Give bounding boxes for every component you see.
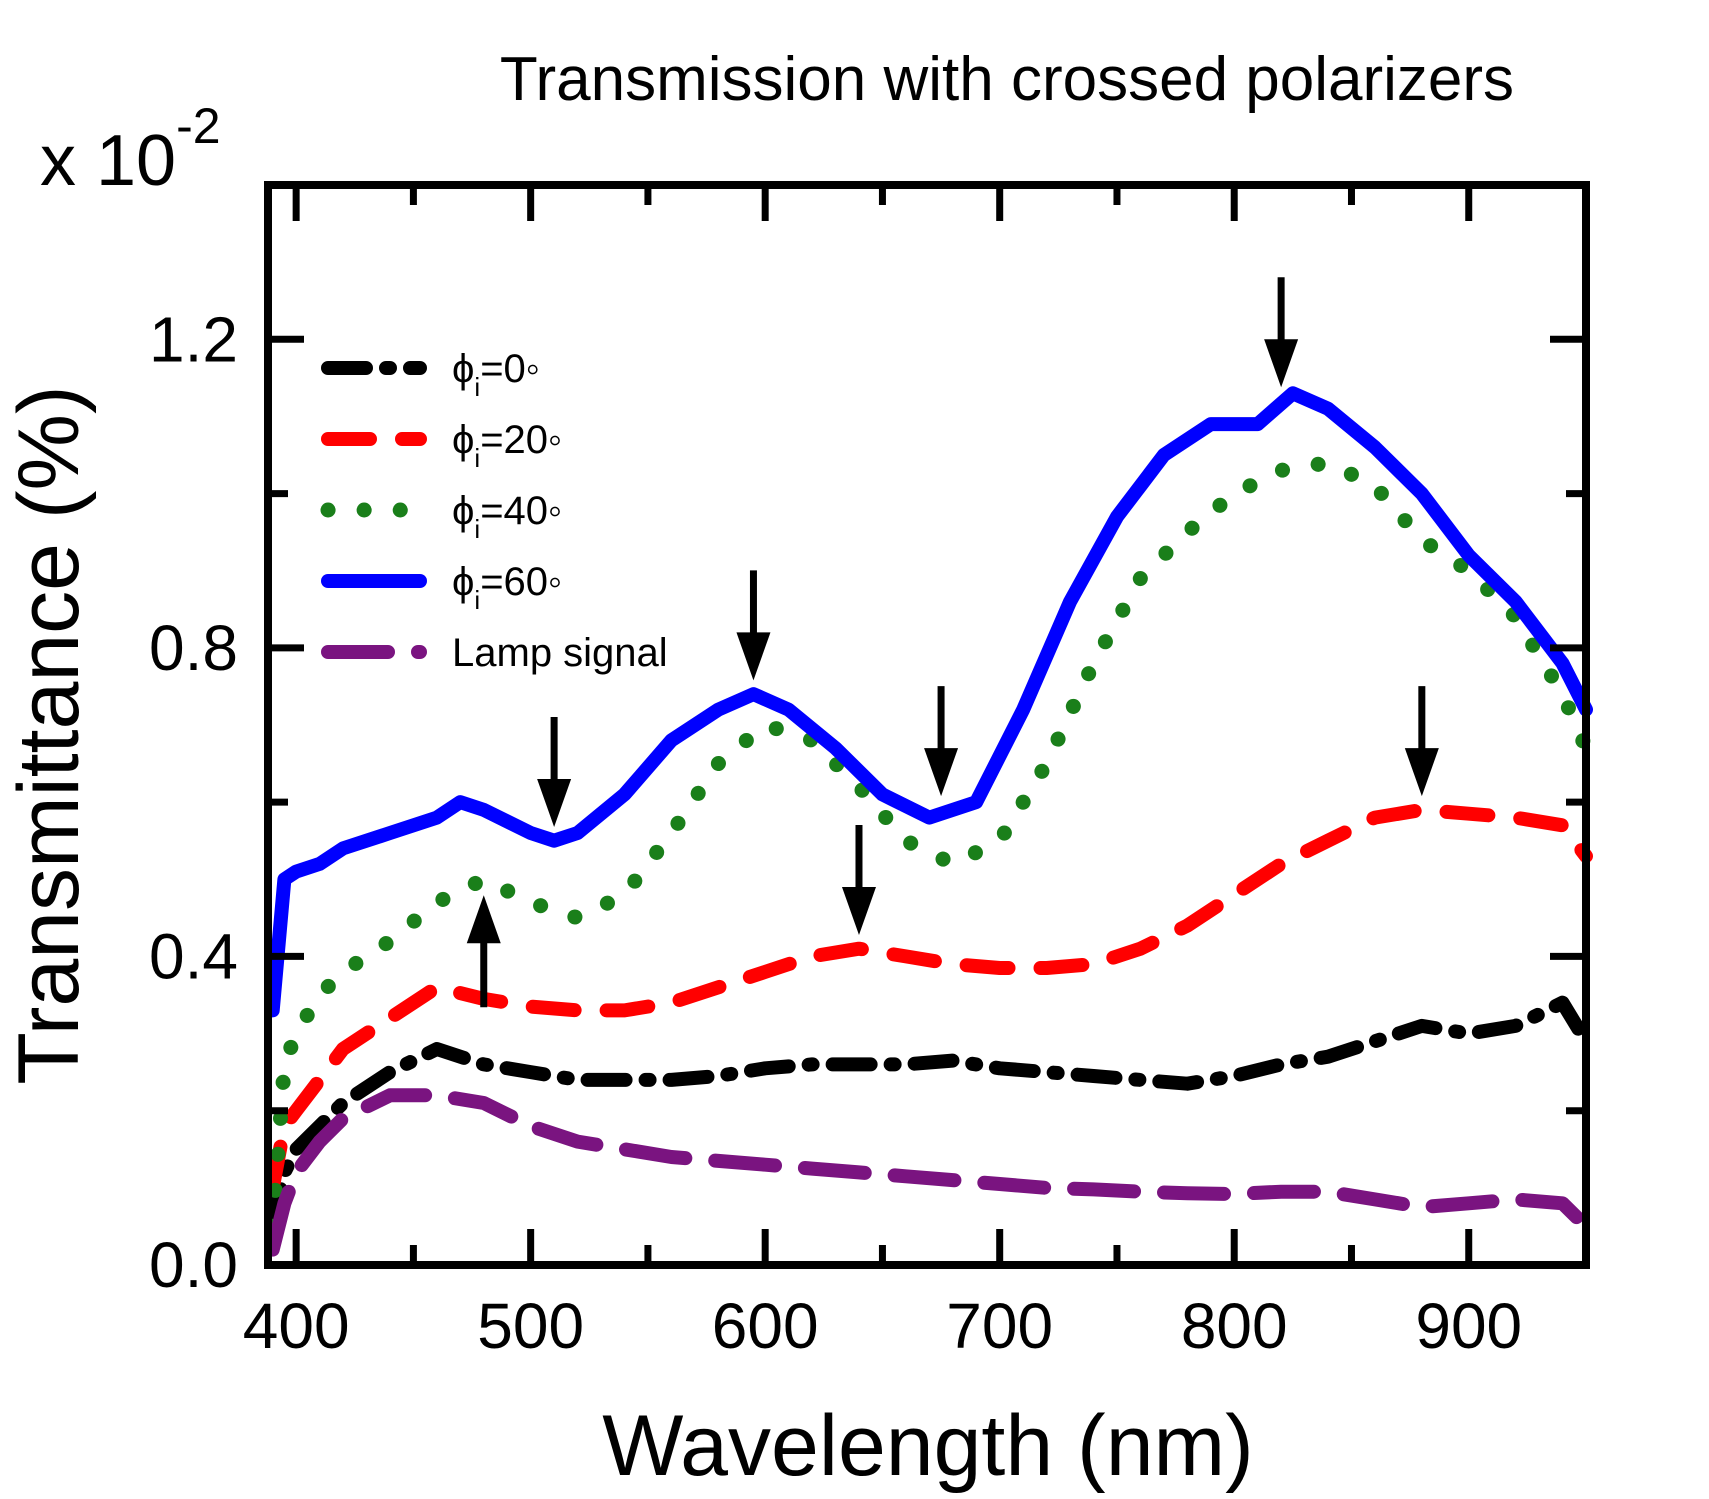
legend-label: ϕi=0◦: [452, 347, 540, 402]
legend-item-lamp: Lamp signal: [321, 631, 668, 675]
y-axis-label: Transmittance (%): [1, 385, 97, 1084]
legend-value: =0◦: [480, 347, 540, 391]
scale-note: x 10-2: [40, 98, 221, 201]
annotation-arrow-4: [1264, 277, 1299, 388]
legend-label: ϕi=40◦: [452, 489, 562, 544]
annotation-arrow-2: [736, 570, 771, 681]
series-line-phi0: [265, 995, 1593, 1234]
legend-symbol: ϕ: [452, 560, 474, 604]
legend-subscript: i: [474, 585, 480, 615]
legend-subscript: i: [474, 443, 480, 473]
series-line-phi20: [265, 802, 1593, 1195]
y-tick-label: 1.2: [149, 303, 238, 375]
axes-layer: 400 500 600 700 800 900 0.0 0.4 0.8 1.2: [149, 181, 1590, 1362]
legend-symbol: ϕ: [452, 489, 474, 533]
series-line-phi60: [265, 386, 1593, 1018]
legend-label: ϕi=20◦: [452, 418, 562, 473]
x-tick-label: 600: [712, 1290, 819, 1362]
annotation-arrow-3: [924, 686, 959, 797]
x-tick-label: 500: [477, 1290, 584, 1362]
legend-subscript: i: [474, 514, 480, 544]
legend-label: ϕi=60◦: [452, 560, 562, 615]
x-tick-label: 800: [1181, 1290, 1288, 1362]
x-tick-label: 400: [243, 1290, 350, 1362]
scale-note-exponent: -2: [176, 98, 220, 154]
annotation-arrow-6: [841, 825, 876, 935]
legend-item-phi20: ϕi=20◦: [321, 418, 562, 473]
x-tick-label: 900: [1415, 1290, 1522, 1362]
legend-value: =60◦: [480, 560, 562, 604]
legend-value: =20◦: [480, 418, 562, 462]
legend-subscript: i: [474, 372, 480, 402]
y-tick-label: 0.0: [149, 1229, 238, 1301]
annotation-layer: [466, 277, 1439, 1008]
chart-title: Transmission with crossed polarizers: [500, 45, 1514, 114]
legend-value: =40◦: [480, 489, 562, 533]
legend-symbol: ϕ: [452, 418, 474, 462]
legend-item-phi60: ϕi=60◦: [321, 560, 562, 615]
plot-frame: [264, 181, 1590, 1269]
legend-label: Lamp signal: [452, 631, 668, 675]
y-tick-label: 0.8: [149, 612, 238, 684]
legend-item-phi0: ϕi=0◦: [321, 347, 540, 402]
annotation-arrow-1: [537, 717, 572, 827]
x-axis-label: Wavelength (nm): [602, 1398, 1254, 1494]
annotation-arrow-7: [466, 895, 501, 1008]
scale-note-base: x 10: [40, 121, 176, 201]
legend-item-phi40: ϕi=40◦: [320, 489, 562, 544]
series-layer: [265, 386, 1594, 1257]
legend: ϕi=0◦ϕi=20◦ϕi=40◦ϕi=60◦Lamp signal: [320, 347, 668, 675]
series-line-phi40: [265, 455, 1594, 1234]
annotation-arrow-5: [1404, 686, 1439, 797]
y-tick-label: 0.4: [149, 920, 238, 992]
legend-symbol: ϕ: [452, 347, 474, 391]
x-tick-label: 700: [946, 1290, 1053, 1362]
series-line-lamp: [265, 1088, 1593, 1257]
